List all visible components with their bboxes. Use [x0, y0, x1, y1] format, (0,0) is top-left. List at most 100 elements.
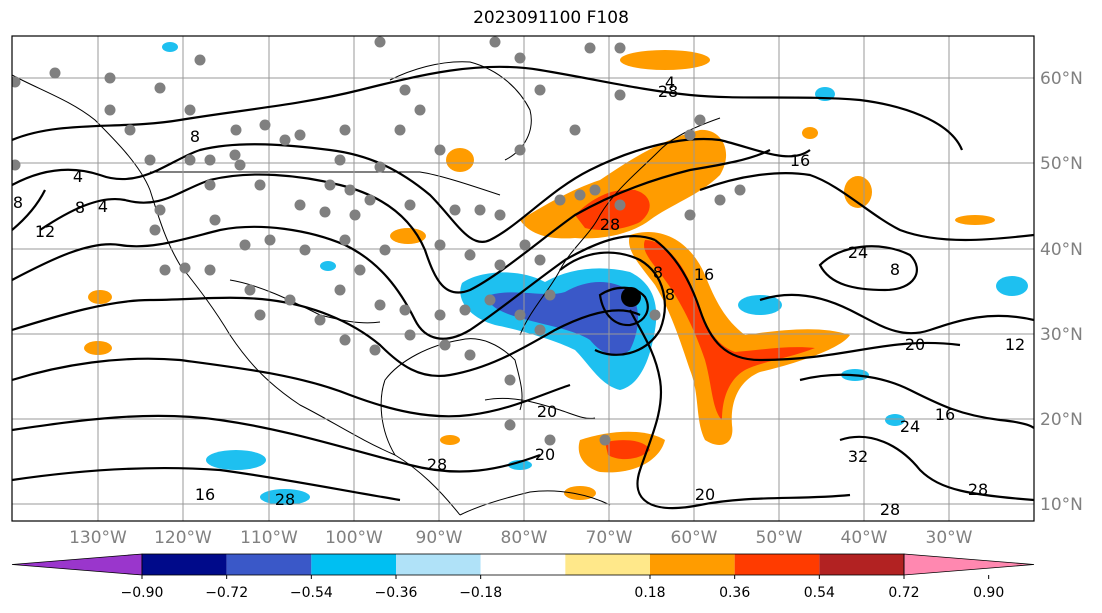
contour-line [629, 309, 851, 510]
station-point [584, 42, 596, 54]
contour-label: 8 [653, 263, 663, 282]
colorbar-segment [819, 554, 904, 575]
contour-label: 28 [968, 480, 988, 499]
station-point [12, 76, 21, 88]
station-point [324, 179, 336, 191]
contour-label: 4 [73, 167, 83, 186]
station-point [414, 104, 426, 116]
station-point [379, 244, 391, 256]
station-point [294, 129, 306, 141]
positive-anomaly-patch [844, 176, 872, 208]
station-point [519, 239, 531, 251]
contour-line [12, 414, 541, 473]
station-point [354, 264, 366, 276]
station-point [154, 204, 166, 216]
contour-label: 16 [195, 485, 215, 504]
station-point [339, 124, 351, 136]
border-us-canada [150, 171, 501, 196]
station-point [259, 119, 271, 131]
contour-label: 28 [658, 82, 678, 101]
station-point [144, 154, 156, 166]
longitude-label: 30°W [926, 528, 973, 548]
station-point [154, 82, 166, 94]
station-point [49, 67, 61, 79]
colorbar-tick-label: −0.36 [375, 585, 418, 601]
longitude-label: 80°W [501, 528, 548, 548]
station-point [449, 204, 461, 216]
station-point [614, 89, 626, 101]
contour-label: 4 [98, 197, 108, 216]
latitude-label: 40°N [1040, 240, 1083, 260]
contour-label: 28 [275, 490, 295, 509]
station-point [339, 234, 351, 246]
coastline-south-america [459, 490, 611, 516]
contour-line [759, 293, 1034, 335]
station-point [394, 124, 406, 136]
station-point [234, 159, 246, 171]
positive-anomaly-northeast-core [575, 189, 650, 230]
contour-label: 8 [190, 127, 200, 146]
station-point [514, 309, 526, 321]
longitude-labels: 130°W 120°W 110°W 100°W 90°W 80°W 70°W 60°W 50°W… [69, 528, 973, 548]
colorbar-segment [226, 554, 312, 575]
colorbar-tick-label: −0.72 [205, 585, 248, 601]
station-point [374, 36, 386, 48]
station-point [459, 304, 471, 316]
longitude-label: 100°W [325, 528, 383, 548]
contour-label: 8 [13, 193, 23, 212]
station-point [484, 294, 496, 306]
station-point [244, 284, 256, 296]
station-point [534, 324, 546, 336]
contour-line [818, 245, 918, 292]
contour-label: 8 [75, 198, 85, 217]
colorbar-segment [650, 554, 735, 575]
latitude-labels: 60°N 50°N 40°N 30°N 20°N 10°N [1040, 69, 1083, 515]
station-point [404, 199, 416, 211]
contour-line [12, 296, 641, 378]
station-point [184, 154, 196, 166]
contour-label: 16 [694, 265, 714, 284]
station-point [124, 124, 136, 136]
station-point [464, 249, 476, 261]
contour-label: 8 [890, 260, 900, 279]
station-point [374, 161, 386, 173]
station-point [694, 114, 706, 126]
station-point [554, 194, 566, 206]
contour-line [559, 251, 666, 356]
contour-label: 24 [848, 243, 868, 262]
station-point [534, 254, 546, 266]
contour-label: 32 [848, 447, 868, 466]
station-point [494, 209, 506, 221]
station-point [534, 84, 546, 96]
positive-anomaly-atlantic-core [644, 240, 815, 420]
station-point [204, 154, 216, 166]
contour-line [12, 466, 401, 502]
map-title: 2023091100 F108 [473, 8, 629, 28]
longitude-label: 40°W [841, 528, 888, 548]
station-point [589, 184, 601, 196]
contour-label: 28 [600, 215, 620, 234]
contour-line [12, 357, 571, 418]
colorbar-tick-label: 0.18 [634, 585, 665, 601]
contour-line [12, 189, 46, 231]
latitude-label: 60°N [1040, 69, 1083, 89]
contour-label: 8 [665, 285, 675, 304]
station-point [294, 199, 306, 211]
contour-line [12, 65, 964, 151]
contour-label: 20 [535, 445, 555, 464]
longitude-label: 130°W [69, 528, 127, 548]
coastline-cuba [484, 397, 596, 419]
station-point [504, 419, 516, 431]
coastline-gulf [380, 338, 523, 456]
contour-label: 28 [427, 455, 447, 474]
station-point [544, 289, 556, 301]
station-point [514, 144, 526, 156]
station-point [159, 264, 171, 276]
station-point [544, 434, 556, 446]
contour-line [12, 137, 811, 243]
station-point [194, 54, 206, 66]
station-points [12, 36, 746, 446]
colorbar-tick-label: −0.90 [121, 585, 164, 601]
contour-label: 20 [905, 335, 925, 354]
